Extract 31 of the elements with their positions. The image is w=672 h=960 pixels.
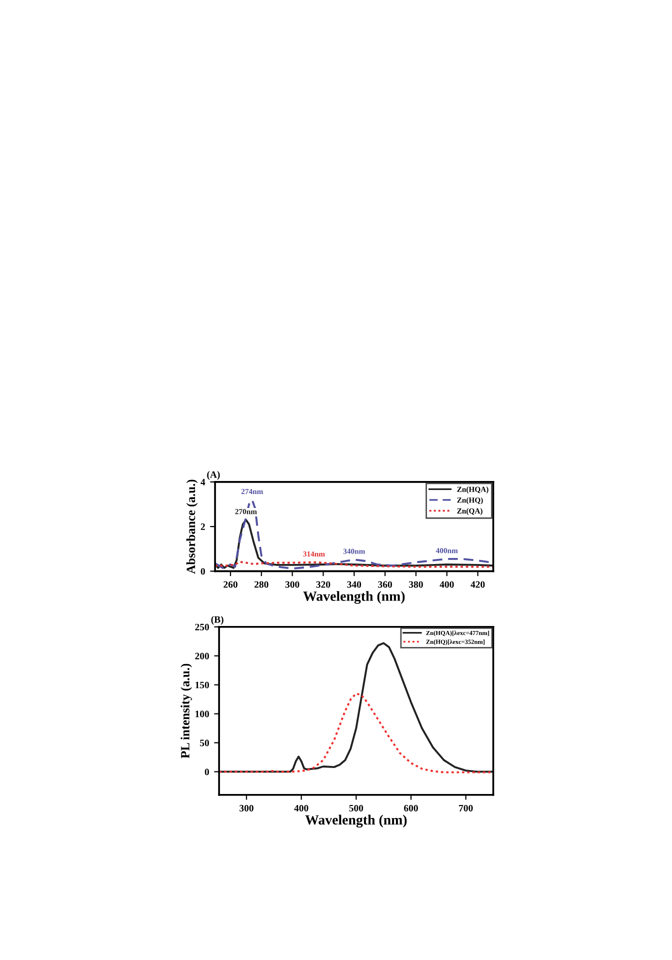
x-tick-label: 500 xyxy=(349,804,364,812)
x-tick-label: 340 xyxy=(347,581,362,588)
y-tick-label: 0 xyxy=(204,768,209,776)
x-tick-label: 280 xyxy=(254,581,268,588)
y-tick-label: 4 xyxy=(200,478,206,486)
x-tick-label: 400 xyxy=(440,581,454,588)
x-tick-label: 300 xyxy=(240,804,254,812)
x-tick-label: 260 xyxy=(224,581,238,588)
y-tick-label: 200 xyxy=(195,652,209,660)
line-series xyxy=(215,518,494,569)
chart-title: (A) xyxy=(207,471,220,480)
y-tick-label: 100 xyxy=(196,710,209,718)
y-tick-label: 50 xyxy=(200,740,209,746)
x-axis-title: Wavelength (nm) xyxy=(303,591,405,604)
x-tick-label: 700 xyxy=(459,804,473,812)
x-tick-label: 420 xyxy=(470,581,485,588)
y-tick-label: 2 xyxy=(200,523,205,530)
y-tick-label: 150 xyxy=(196,682,209,688)
y-tick-label: 250 xyxy=(195,624,209,630)
x-tick-label: 380 xyxy=(409,581,423,588)
x-tick-label: 400 xyxy=(294,804,308,812)
y-axis-title: Absorbance (a.u.) xyxy=(186,480,198,574)
line-series xyxy=(219,692,494,774)
y-tick-label: 0 xyxy=(200,568,205,575)
y-axis-title: PL intensity (a.u.) xyxy=(180,664,192,758)
x-tick-label: 360 xyxy=(378,581,392,588)
x-axis-title: Wavelength (nm) xyxy=(305,814,407,828)
x-tick-label: 320 xyxy=(316,581,330,588)
x-tick-label: 600 xyxy=(404,804,418,812)
chart-title: (B) xyxy=(211,616,224,625)
x-tick-label: 300 xyxy=(285,581,300,588)
